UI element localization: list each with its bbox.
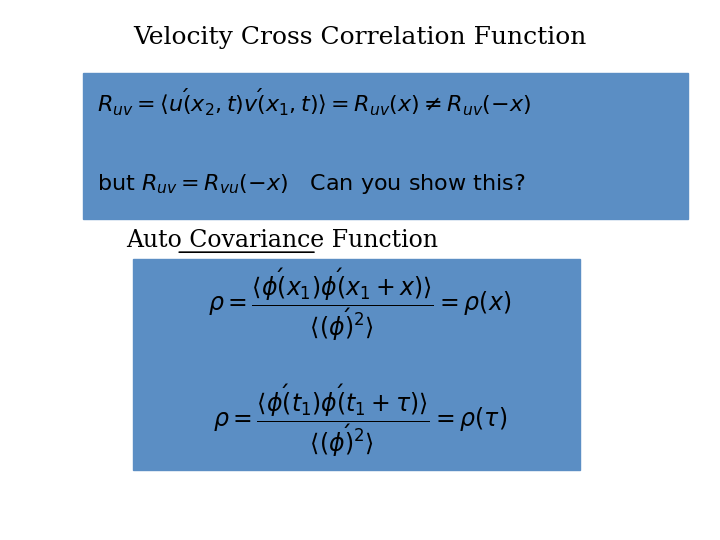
FancyBboxPatch shape [133,259,580,470]
Text: $\rho = \dfrac{\langle \phi\'(x_1)\phi\'(x_1+x) \rangle}{\langle (\phi\')^2 \ran: $\rho = \dfrac{\langle \phi\'(x_1)\phi\'… [209,267,511,343]
Text: $R_{uv} =\langle u\'(x_2,t)v\'(x_1,t) \rangle= R_{uv}(x) \neq R_{uv}(-x)$: $R_{uv} =\langle u\'(x_2,t)v\'(x_1,t) \r… [97,87,531,118]
Text: Auto Covariance Function: Auto Covariance Function [126,229,438,252]
Text: $\mathrm{but}\ R_{uv} = R_{vu}(-x) \quad \mathrm{Can\ you\ show\ this?}$: $\mathrm{but}\ R_{uv} = R_{vu}(-x) \quad… [97,172,526,195]
Text: Velocity Cross Correlation Function: Velocity Cross Correlation Function [133,26,587,49]
FancyBboxPatch shape [83,73,688,219]
Text: $\rho = \dfrac{\langle \phi\'(t_1)\phi\'(t_1+\tau) \rangle}{\langle (\phi\')^2 \: $\rho = \dfrac{\langle \phi\'(t_1)\phi\'… [213,383,507,460]
